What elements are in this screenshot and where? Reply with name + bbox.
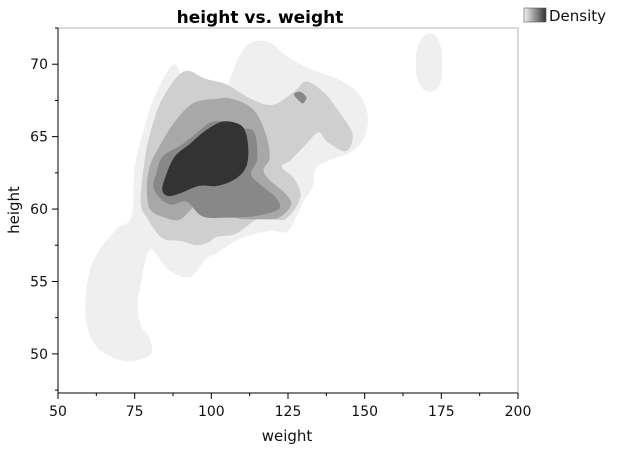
y-tick-label: 65: [30, 130, 48, 146]
x-tick-label: 50: [49, 404, 67, 420]
y-tick-label: 70: [30, 57, 48, 73]
x-axis: 50 75 100 125 150 175 200: [49, 392, 532, 420]
legend-label: Density: [549, 7, 606, 25]
plot-area: [57, 27, 519, 394]
x-tick-label: 75: [126, 404, 144, 420]
y-axis: 50 55 60 65 70: [30, 27, 59, 393]
chart-title: height vs. weight: [177, 8, 344, 28]
y-tick-label: 50: [30, 347, 48, 363]
x-tick-label: 175: [428, 404, 455, 420]
legend: Density: [523, 7, 606, 25]
x-tick-label: 200: [505, 404, 532, 420]
x-tick-label: 100: [198, 404, 225, 420]
y-tick-label: 60: [30, 202, 48, 218]
contour-level-peak-region-1: [294, 91, 307, 104]
y-tick-label: 55: [30, 274, 48, 290]
density-contours: [85, 33, 443, 362]
contour-level-5-region-1: [162, 121, 249, 197]
legend-swatch: [523, 7, 547, 23]
contour-level-1-region-2: [415, 33, 443, 92]
y-axis-label: height: [5, 186, 23, 234]
x-axis-label: weight: [262, 427, 313, 445]
x-tick-label: 125: [275, 404, 302, 420]
x-tick-label: 150: [351, 404, 378, 420]
